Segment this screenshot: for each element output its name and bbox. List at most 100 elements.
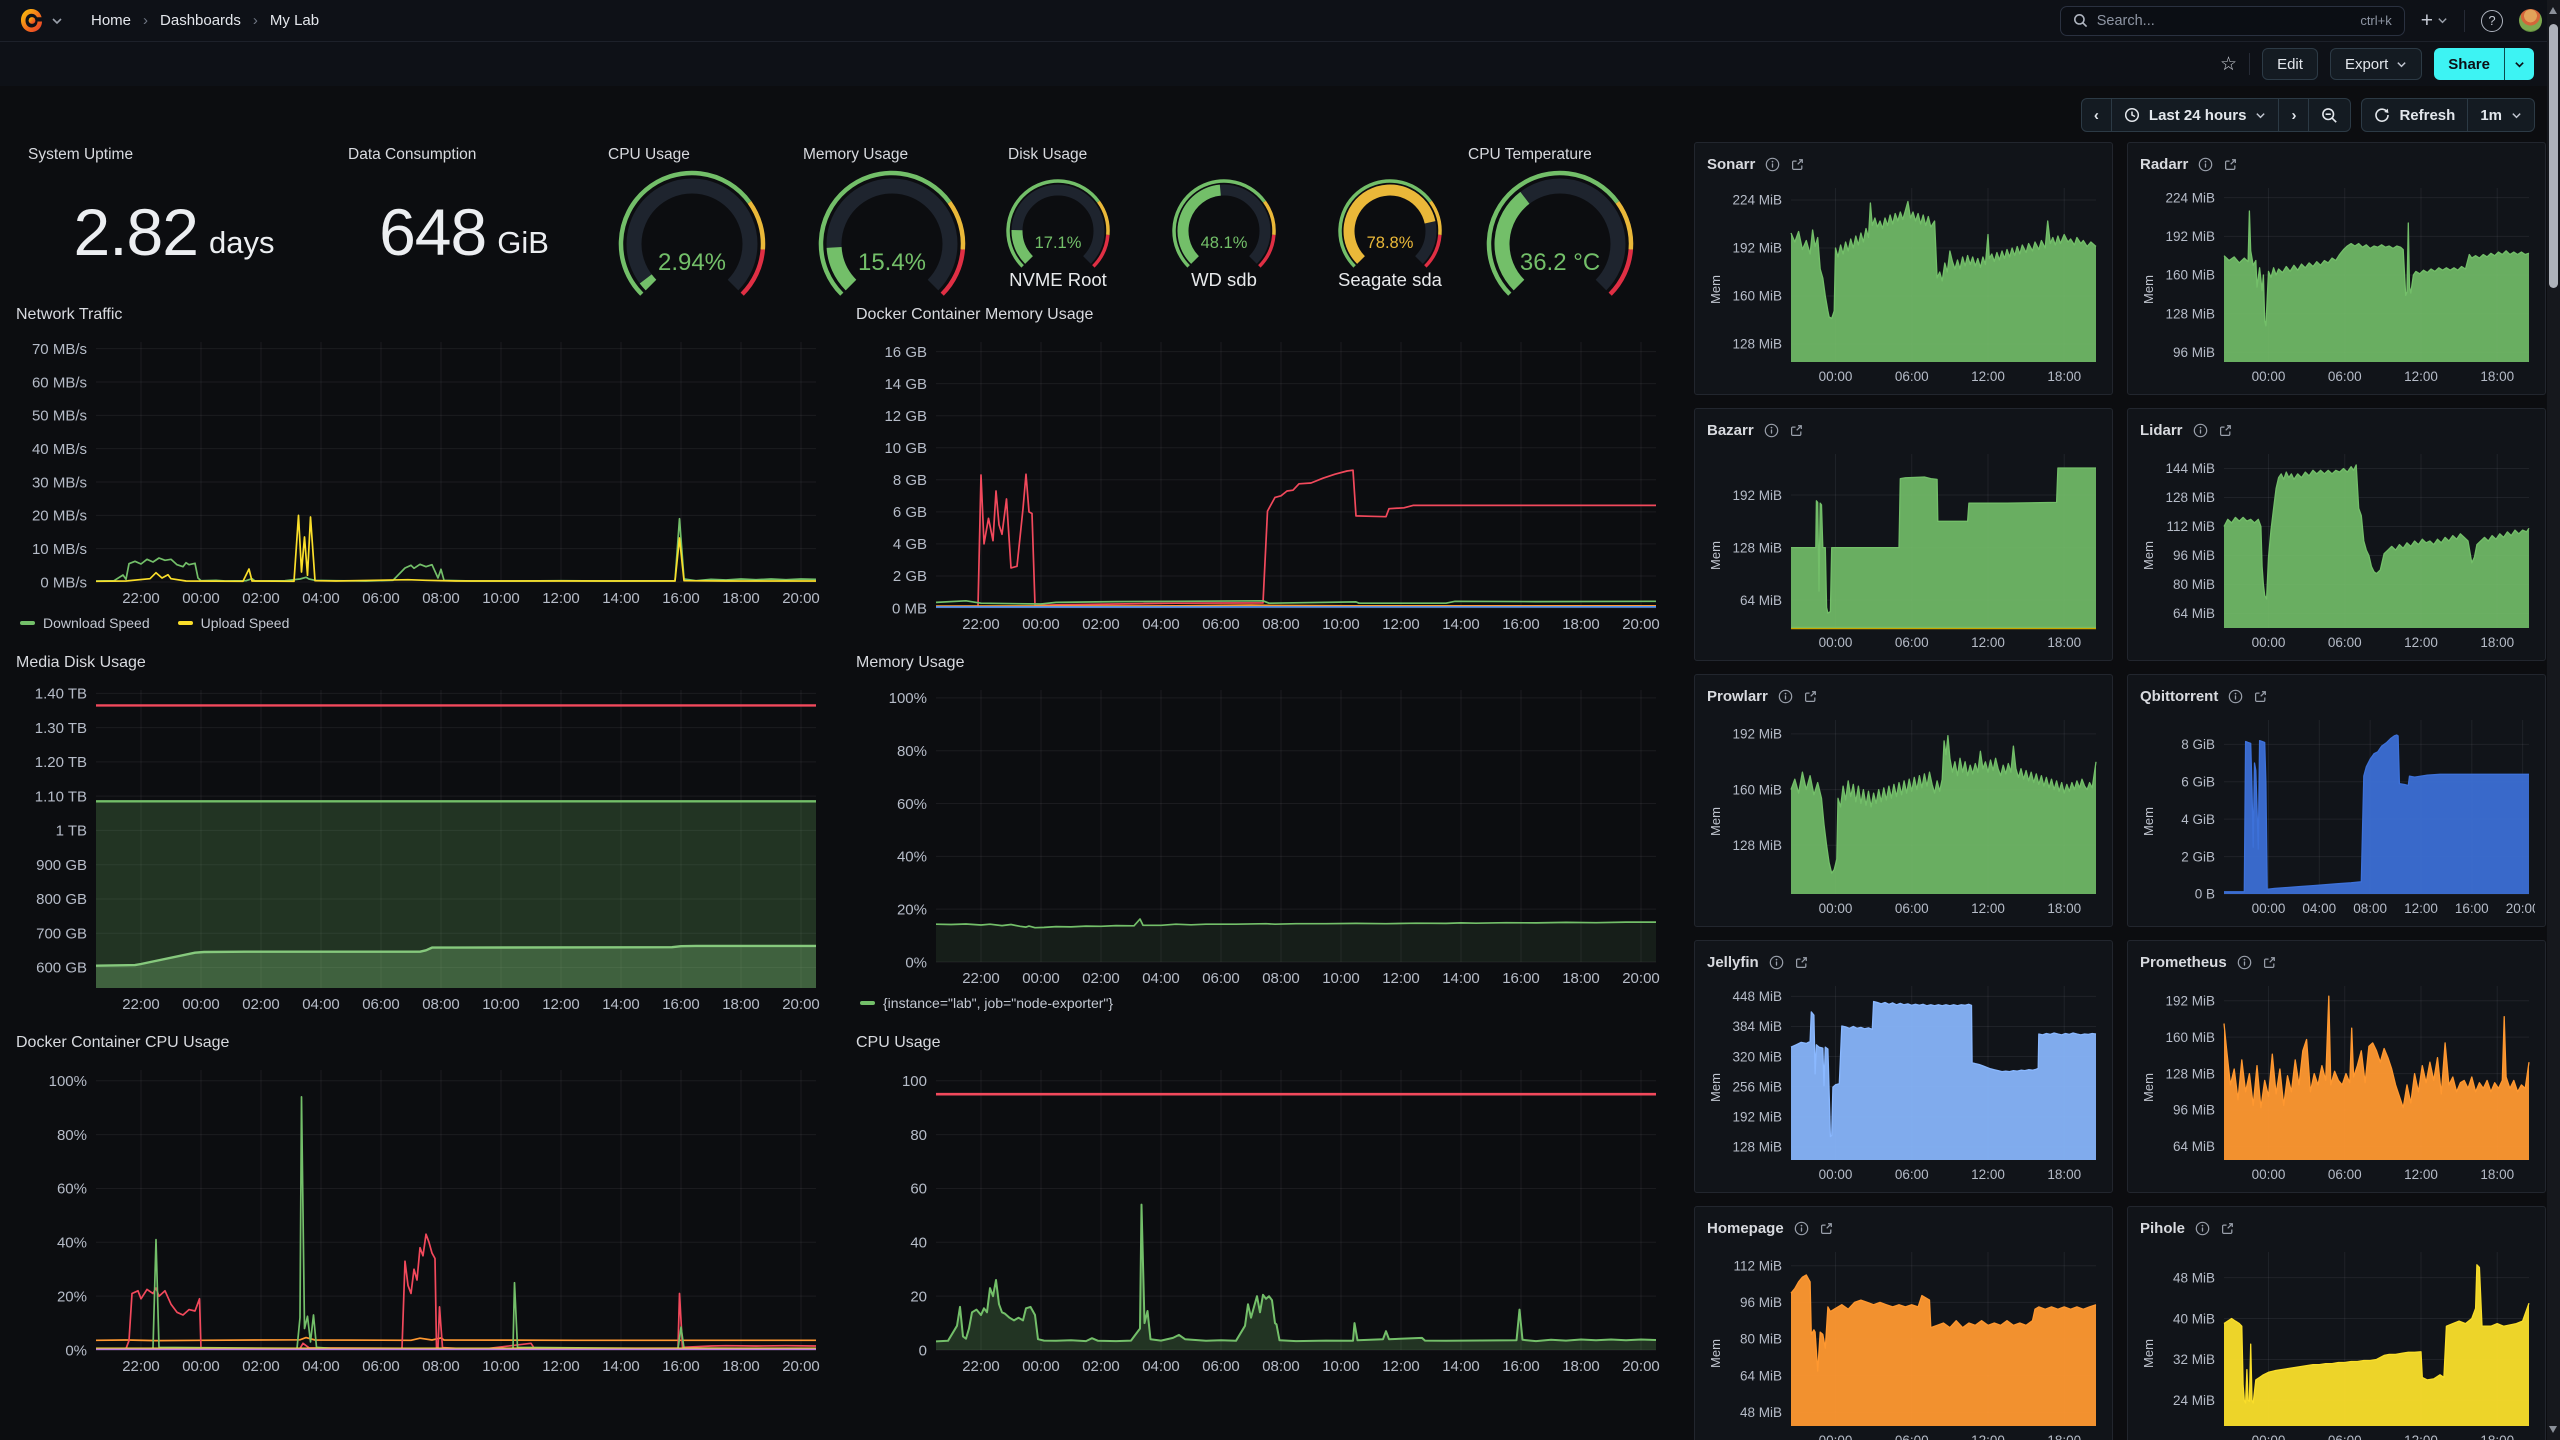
time-shift-back-button[interactable]: ‹ (2080, 98, 2112, 132)
external-link-icon[interactable] (2262, 955, 2277, 970)
panel-cpu-usage[interactable]: CPU Usage 0 20 40 60 80 100 22:00 00:00 02:00 04:… (854, 1034, 1666, 1378)
search-input[interactable]: Search... ctrl+k (2059, 5, 2405, 36)
panel-data-consumption[interactable]: Data Consumption 648 GiB (334, 142, 594, 294)
panel-docker-memory[interactable]: Docker Container Memory Usage 0 MB 2 GB 4 … (854, 306, 1666, 636)
svg-text:18:00: 18:00 (2480, 1433, 2514, 1440)
qbittorrent-chart[interactable]: Mem 0 B 2 GiB 4 GiB 6 GiB 8 GiB 00:00 04:00 08:… (2140, 708, 2540, 920)
panel-docker-cpu[interactable]: Docker Container CPU Usage 0% 20% 40% 60% 80… (14, 1034, 826, 1378)
prowlarr-chart[interactable]: Mem 128 MiB 160 MiB 192 MiB 00:00 06:00 12:00… (1707, 708, 2102, 920)
info-icon[interactable] (1794, 1221, 1809, 1236)
bazarr-chart[interactable]: Mem 64 MiB 128 MiB 192 MiB 00:00 06:00 12:00 1… (1707, 442, 2102, 654)
jellyfin-chart[interactable]: Mem 128 MiB 192 MiB 256 MiB 320 MiB 384 MiB 4… (1707, 974, 2102, 1186)
scrollbar-thumb[interactable] (2549, 24, 2558, 288)
svg-text:2.94%: 2.94% (657, 249, 725, 276)
media-disk-chart[interactable]: 600 GB 700 GB 800 GB 900 GB 1 TB 1.10 TB 1.20 … (14, 680, 826, 1016)
pihole-chart[interactable]: Mem 24 MiB 32 MiB 40 MiB 48 MiB 00:00 06:00 12… (2140, 1240, 2535, 1440)
info-icon[interactable] (2198, 157, 2213, 172)
network-traffic-chart[interactable]: 0 MB/s 10 MB/s 20 MB/s 30 MB/s 40 MB/s 50 MB/… (14, 332, 826, 610)
edit-button[interactable]: Edit (2262, 48, 2318, 80)
external-link-icon[interactable] (2223, 157, 2238, 172)
panel-system-uptime[interactable]: System Uptime 2.82 days (14, 142, 334, 294)
panel-sonarr[interactable]: Sonarr Mem 128 MiB 160 MiB 192 MiB 224 MiB 0… (1694, 142, 2113, 395)
panel-prometheus[interactable]: Prometheus Mem 64 MiB 96 MiB 128 MiB 160 Mi… (2127, 940, 2546, 1193)
info-icon[interactable] (1764, 423, 1779, 438)
info-icon[interactable] (2195, 1221, 2210, 1236)
panel-memory-usage[interactable]: Memory Usage 0% 20% 40% 60% 80% 100% 22:00 00:0… (854, 654, 1666, 1016)
breadcrumb-home[interactable]: Home (91, 12, 132, 29)
panel-pihole[interactable]: Pihole Mem 24 MiB 32 MiB 40 MiB 48 MiB 00:00… (2127, 1206, 2546, 1440)
svg-text:12:00: 12:00 (2404, 1167, 2438, 1182)
info-icon[interactable] (1765, 157, 1780, 172)
svg-text:22:00: 22:00 (122, 996, 160, 1013)
docker-cpu-chart[interactable]: 0% 20% 40% 60% 80% 100% 22:00 00:00 02:00 04:00 06… (14, 1060, 826, 1378)
time-controls: ‹ Last 24 hours › Refresh 1m (14, 94, 2535, 142)
time-range-picker[interactable]: Last 24 hours (2111, 98, 2280, 132)
panel-cpu-temperature-gauge[interactable]: CPU Temperature 36.2 °C (1454, 142, 1666, 296)
svg-text:80%: 80% (897, 743, 927, 760)
chevron-down-icon[interactable] (51, 15, 63, 27)
scrollbar[interactable] (2547, 0, 2560, 1440)
cpu-usage-chart[interactable]: 0 20 40 60 80 100 22:00 00:00 02:00 04:00 06:00 08:… (854, 1060, 1666, 1378)
refresh-interval-picker[interactable]: 1m (2468, 98, 2535, 132)
panel-media-disk[interactable]: Media Disk Usage 600 GB 700 GB 800 GB 900 G… (14, 654, 826, 1016)
external-link-icon[interactable] (2220, 1221, 2235, 1236)
info-icon[interactable] (2228, 689, 2243, 704)
svg-text:00:00: 00:00 (182, 1358, 220, 1375)
share-caret-button[interactable] (2504, 48, 2534, 80)
panel-lidarr[interactable]: Lidarr Mem 64 MiB 80 MiB 96 MiB 112 MiB 128 … (2127, 408, 2546, 661)
external-link-icon[interactable] (1803, 689, 1818, 704)
panel-network-traffic[interactable]: Network Traffic 0 MB/s 10 MB/s 20 MB/s 30 M… (14, 306, 826, 636)
external-link-icon[interactable] (1794, 955, 1809, 970)
scroll-down-arrow[interactable] (2549, 1426, 2557, 1433)
info-icon[interactable] (2237, 955, 2252, 970)
sonarr-chart[interactable]: Mem 128 MiB 160 MiB 192 MiB 224 MiB 00:00 06:… (1707, 176, 2102, 388)
panel-bazarr[interactable]: Bazarr Mem 64 MiB 128 MiB 192 MiB 00:00 06:0… (1694, 408, 2113, 661)
prometheus-chart[interactable]: Mem 64 MiB 96 MiB 128 MiB 160 MiB 192 MiB 00:… (2140, 974, 2535, 1186)
radarr-chart[interactable]: Mem 96 MiB 128 MiB 160 MiB 192 MiB 224 MiB 00… (2140, 176, 2535, 388)
svg-text:100%: 100% (889, 690, 927, 707)
svg-text:64 MiB: 64 MiB (2173, 1139, 2215, 1154)
lidarr-chart[interactable]: Mem 64 MiB 80 MiB 96 MiB 112 MiB 128 MiB 144 … (2140, 442, 2535, 654)
external-link-icon[interactable] (1790, 157, 1805, 172)
legend-node[interactable]: {instance="lab", job="node-exporter"} (860, 995, 1113, 1011)
zoom-out-button[interactable] (2309, 98, 2352, 132)
add-new-button[interactable]: + (2421, 10, 2448, 31)
avatar[interactable] (2519, 9, 2542, 32)
panel-homepage[interactable]: Homepage Mem 48 MiB 64 MiB 80 MiB 96 MiB 112… (1694, 1206, 2113, 1440)
panel-disk-usage-gauges[interactable]: Disk Usage 17.1% NVME Root 48.1% WD sdb … (994, 142, 1454, 294)
external-link-icon[interactable] (2218, 423, 2233, 438)
panel-prowlarr[interactable]: Prowlarr Mem 128 MiB 160 MiB 192 MiB 00:00 0… (1694, 674, 2113, 927)
panel-radarr[interactable]: Radarr Mem 96 MiB 128 MiB 160 MiB 192 MiB 22… (2127, 142, 2546, 395)
time-shift-forward-button[interactable]: › (2279, 98, 2310, 132)
svg-text:08:00: 08:00 (1262, 616, 1300, 633)
legend-download[interactable]: Download Speed (20, 615, 150, 631)
info-icon[interactable] (1769, 955, 1784, 970)
refresh-button[interactable]: Refresh (2361, 98, 2469, 132)
memory-usage-chart[interactable]: 0% 20% 40% 60% 80% 100% 22:00 00:00 02:00 04:00 06… (854, 680, 1666, 990)
info-icon[interactable] (1778, 689, 1793, 704)
info-icon[interactable] (2193, 423, 2208, 438)
external-link-icon[interactable] (2253, 689, 2268, 704)
help-icon[interactable]: ? (2481, 9, 2503, 32)
grafana-logo-icon[interactable] (18, 7, 45, 34)
cpu-usage-gauge: 2.94% (600, 164, 784, 298)
star-icon[interactable]: ☆ (2220, 53, 2238, 75)
scroll-up-arrow[interactable] (2549, 7, 2557, 14)
export-button[interactable]: Export (2329, 48, 2423, 80)
homepage-chart[interactable]: Mem 48 MiB 64 MiB 80 MiB 96 MiB 112 MiB 00:00… (1707, 1240, 2102, 1440)
svg-text:20 MB/s: 20 MB/s (32, 508, 87, 525)
svg-text:384 MiB: 384 MiB (1732, 1019, 1782, 1034)
breadcrumb-dashboards[interactable]: Dashboards (160, 12, 241, 29)
svg-text:70 MB/s: 70 MB/s (32, 341, 87, 358)
panel-memory-usage-gauge[interactable]: Memory Usage 15.4% (789, 142, 994, 296)
panel-qbittorrent[interactable]: Qbittorrent Mem 0 B 2 GiB 4 GiB 6 GiB 8 GiB 0… (2127, 674, 2546, 927)
external-link-icon[interactable] (1789, 423, 1804, 438)
svg-text:06:00: 06:00 (362, 1358, 400, 1375)
panel-jellyfin[interactable]: Jellyfin Mem 128 MiB 192 MiB 256 MiB 320 Mi… (1694, 940, 2113, 1193)
panel-cpu-usage-gauge[interactable]: CPU Usage 2.94% (594, 142, 789, 296)
external-link-icon[interactable] (1819, 1221, 1834, 1236)
docker-memory-chart[interactable]: 0 MB 2 GB 4 GB 6 GB 8 GB 10 GB 12 GB 14 GB 16 GB… (854, 332, 1666, 636)
svg-text:06:00: 06:00 (2328, 369, 2362, 384)
legend-upload[interactable]: Upload Speed (177, 615, 289, 631)
share-button[interactable]: Share (2434, 48, 2504, 80)
